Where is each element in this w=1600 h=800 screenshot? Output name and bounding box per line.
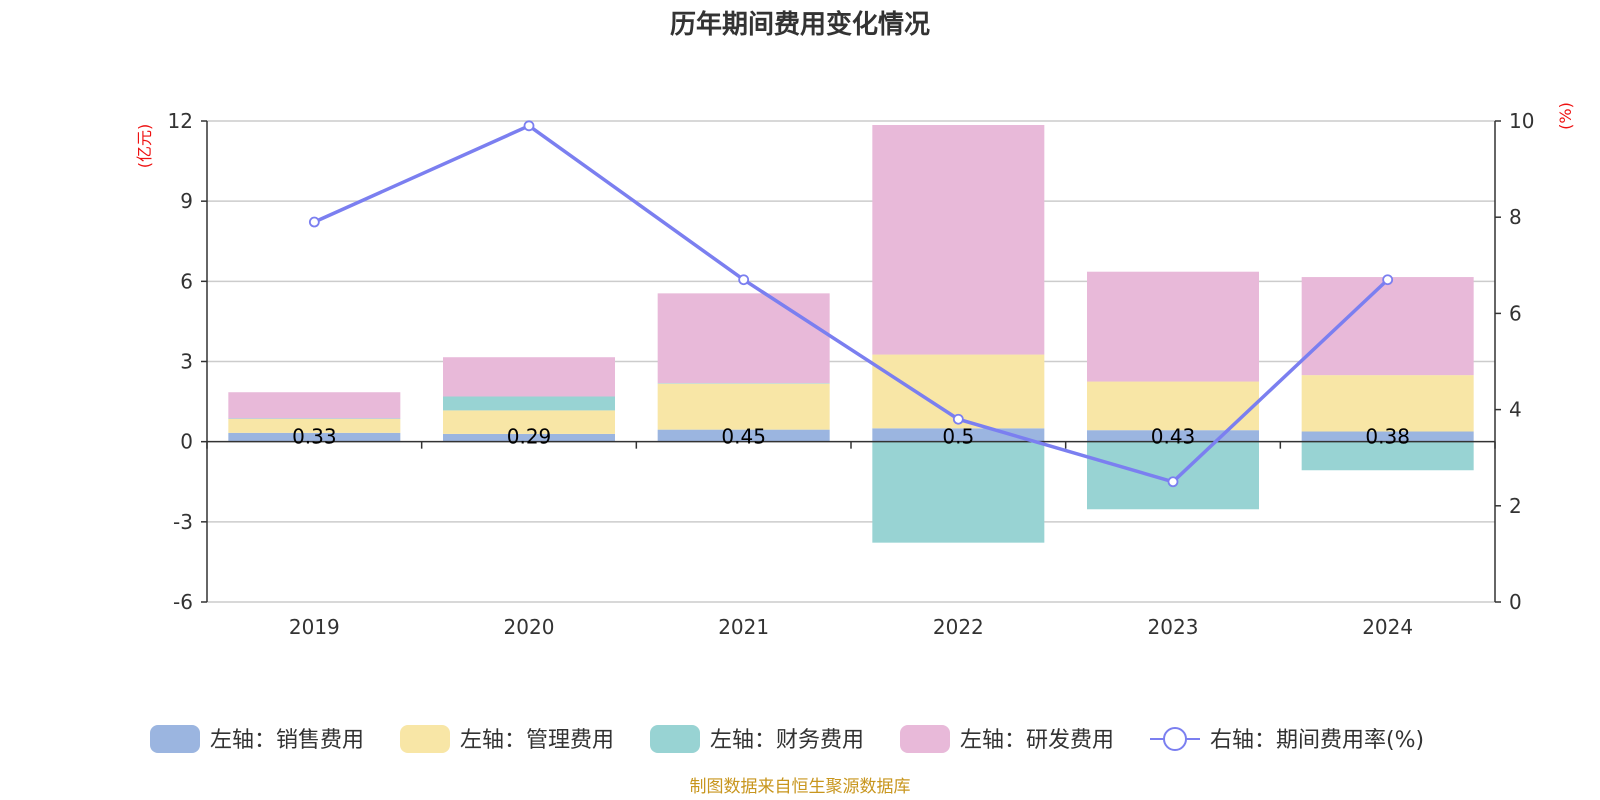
bar-segment xyxy=(1301,431,1474,442)
bar-segment xyxy=(443,396,615,411)
rate-point xyxy=(738,274,750,286)
right-tick-label: 6 xyxy=(1509,301,1522,325)
x-tick-label: 2024 xyxy=(1362,615,1413,639)
bars xyxy=(228,125,1474,543)
right-tick-label: 2 xyxy=(1509,494,1522,518)
left-tick-label: 0 xyxy=(180,430,193,454)
legend-swatch xyxy=(400,725,450,753)
x-tick-label: 2022 xyxy=(933,615,984,639)
bar-data-label: 0.33 xyxy=(292,425,337,449)
axes: -6 -3 0 3 6 9 12 0 2 4 6 8 10 2019 2020 2021 2022 2023 202… xyxy=(168,109,1535,639)
legend-label: 左轴：研发费用 xyxy=(960,728,1114,753)
bar-segment xyxy=(872,125,1045,355)
bar-segment xyxy=(1087,441,1259,510)
left-tick-label: -3 xyxy=(173,510,193,534)
right-tick-label: 10 xyxy=(1509,109,1534,133)
x-tick-label: 2019 xyxy=(289,615,340,639)
bar-segment xyxy=(1087,430,1259,442)
left-axis-unit: (亿元) xyxy=(135,124,154,169)
legend-label: 左轴：管理费用 xyxy=(460,728,614,753)
right-tick-label: 8 xyxy=(1509,205,1522,229)
bar-data-label: 0.45 xyxy=(721,425,766,449)
bar-segment xyxy=(657,383,830,384)
bar-segment xyxy=(228,392,401,419)
bar-segment xyxy=(1301,441,1474,471)
legend-swatch xyxy=(900,725,950,753)
legend-label: 左轴：财务费用 xyxy=(710,728,864,753)
chart-title: 历年期间费用变化情况 xyxy=(670,9,930,40)
bar-segment xyxy=(657,429,830,442)
left-tick-label: 12 xyxy=(168,109,193,133)
x-tick-label: 2021 xyxy=(718,615,769,639)
legend-label: 右轴：期间费用率(%) xyxy=(1210,728,1424,753)
rate-point xyxy=(1382,274,1394,286)
rate-point xyxy=(523,120,535,132)
bar-segment xyxy=(657,293,830,384)
bar-data-label: 0.29 xyxy=(507,425,552,449)
bar-data-label: 0.43 xyxy=(1151,425,1196,449)
left-tick-label: 6 xyxy=(180,269,193,293)
left-tick-label: 3 xyxy=(180,350,193,374)
bar-segment xyxy=(443,433,615,442)
source-note: 制图数据来自恒生聚源数据库 xyxy=(690,777,911,797)
rate-point xyxy=(1167,476,1179,488)
bar-segment xyxy=(1087,381,1259,431)
right-tick-label: 0 xyxy=(1509,590,1522,614)
bar-segment xyxy=(1301,375,1474,432)
bar-segment xyxy=(228,432,401,442)
x-tick-label: 2020 xyxy=(504,615,555,639)
x-tick-label: 2023 xyxy=(1148,615,1199,639)
gridlines xyxy=(207,120,1495,603)
bar-segment xyxy=(872,441,1045,543)
rate-line xyxy=(313,123,1389,484)
rate-point xyxy=(952,413,964,425)
bar-segment xyxy=(228,418,401,433)
legend-label: 左轴：销售费用 xyxy=(210,728,364,753)
right-tick-label: 4 xyxy=(1509,398,1522,422)
bar-segment xyxy=(443,357,615,397)
bar-data-label: 0.38 xyxy=(1365,425,1410,449)
bar-segment xyxy=(443,410,615,434)
bar-segment xyxy=(657,383,830,430)
bar-segment xyxy=(1087,271,1259,382)
bar-data-label: 0.5 xyxy=(942,425,974,449)
legend-swatch xyxy=(650,725,700,753)
line-series xyxy=(308,120,1394,488)
legend-marker xyxy=(1163,727,1187,751)
left-tick-label: 9 xyxy=(180,189,193,213)
legend: 左轴：销售费用 左轴：管理费用 左轴：财务费用 左轴：研发费用 右轴：期间费用率(%) xyxy=(150,725,1424,753)
bar-segment xyxy=(1301,277,1474,376)
rate-point xyxy=(308,216,320,228)
right-axis-unit: (%) xyxy=(1556,102,1575,130)
bar-segment xyxy=(228,418,401,419)
left-tick-label: -6 xyxy=(173,590,193,614)
data-labels: 0.33 0.29 0.45 0.5 0.43 0.38 xyxy=(292,425,1410,449)
legend-swatch xyxy=(150,725,200,753)
